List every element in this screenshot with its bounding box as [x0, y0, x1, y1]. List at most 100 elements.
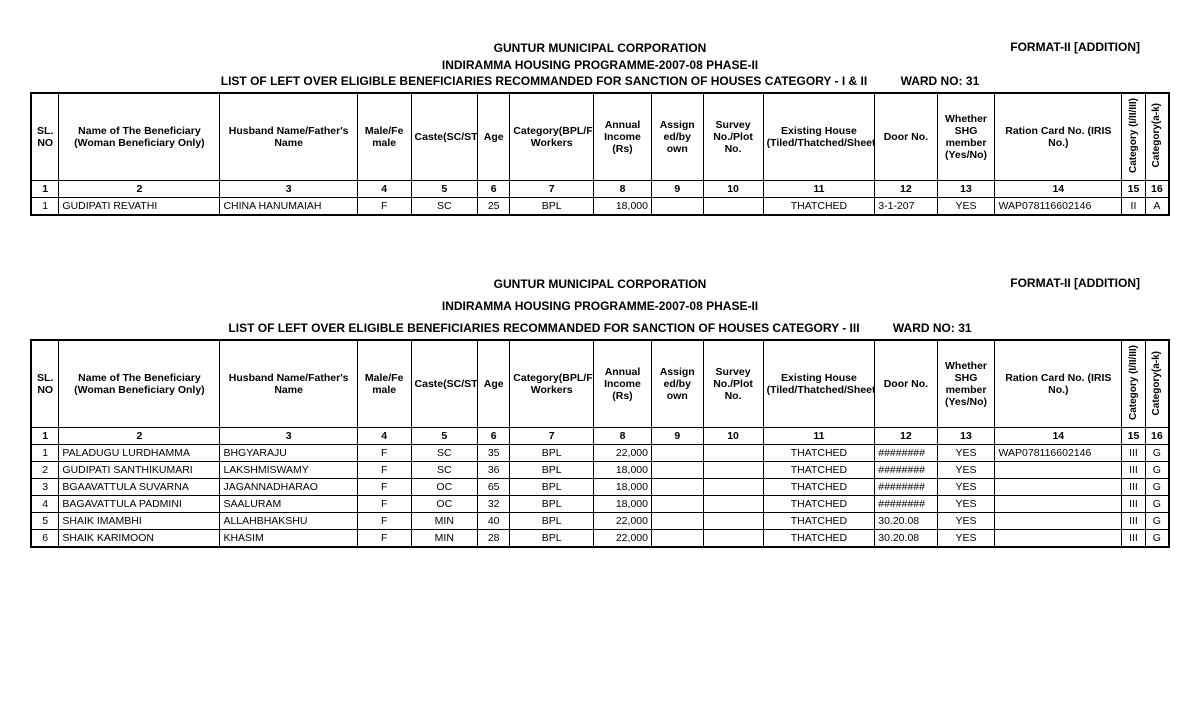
col-category: Category(BPL/Fire/PHC/Fishermen/Weavers/… [510, 340, 594, 428]
cell: BPL [510, 530, 594, 548]
cell [995, 462, 1122, 479]
cell: F [357, 462, 411, 479]
cell [651, 445, 703, 462]
format-label: FORMAT-II [ADDITION] [1010, 276, 1140, 290]
cell: GUDIPATI REVATHI [59, 197, 220, 215]
table-row: 3BGAAVATTULA SUVARNAJAGANNADHARAOFOC65BP… [31, 479, 1169, 496]
cell: JAGANNADHARAO [220, 479, 357, 496]
cell [703, 197, 763, 215]
cell: YES [937, 496, 995, 513]
cell [703, 513, 763, 530]
cell: G [1145, 496, 1169, 513]
cell: 4 [31, 496, 59, 513]
table-row: 4BAGAVATTULA PADMINISAALURAMFOC32BPL18,0… [31, 496, 1169, 513]
colnum-row: 1 2 3 4 5 6 7 8 9 10 11 12 13 14 15 16 [31, 180, 1169, 197]
cell: 1 [31, 197, 59, 215]
col-category: Category(BPL/Fire/PHC/Fishermen/Weavers/… [510, 93, 594, 181]
cell: BPL [510, 479, 594, 496]
cell: YES [937, 445, 995, 462]
cell [651, 479, 703, 496]
org-title: GUNTUR MUNICIPAL CORPORATION [30, 276, 1170, 293]
cell: SAALURAM [220, 496, 357, 513]
cell: THATCHED [763, 496, 875, 513]
cell: YES [937, 530, 995, 548]
cell [995, 530, 1122, 548]
cell: 6 [31, 530, 59, 548]
cell: 2 [31, 462, 59, 479]
cell: MIN [411, 530, 478, 548]
cell [995, 513, 1122, 530]
col-shg: Whether SHG member (Yes/No) [937, 340, 995, 428]
col-cat16: Category(a-k) [1145, 93, 1169, 181]
cell: SC [411, 197, 478, 215]
cell: SC [411, 445, 478, 462]
section-cat-3: GUNTUR MUNICIPAL CORPORATION FORMAT-II [… [30, 276, 1170, 549]
cell: 1 [31, 445, 59, 462]
cell: THATCHED [763, 462, 875, 479]
cell: F [357, 513, 411, 530]
beneficiary-table-2: SL. NO Name of The Beneficiary (Woman Be… [30, 339, 1170, 548]
cell: ALLAHBHAKSHU [220, 513, 357, 530]
cell: G [1145, 479, 1169, 496]
cell [703, 445, 763, 462]
table-row: 5SHAIK IMAMBHIALLAHBHAKSHUFMIN40BPL22,00… [31, 513, 1169, 530]
cell: 18,000 [594, 197, 652, 215]
cell: III [1122, 496, 1146, 513]
cell: BPL [510, 445, 594, 462]
col-cat15: Category (I/II/III) [1122, 93, 1146, 181]
section-cat-1-2: GUNTUR MUNICIPAL CORPORATION FORMAT-II [… [30, 40, 1170, 216]
programme-title: INDIRAMMA HOUSING PROGRAMME-2007-08 PHAS… [30, 298, 1170, 315]
cell: YES [937, 513, 995, 530]
col-ration: Ration Card No. (IRIS No.) [995, 340, 1122, 428]
cell: III [1122, 530, 1146, 548]
cell: ######## [875, 496, 937, 513]
table-head: SL. NO Name of The Beneficiary (Woman Be… [31, 340, 1169, 445]
ward-label: WARD NO: 31 [901, 74, 980, 88]
cell: PALADUGU LURDHAMMA [59, 445, 220, 462]
table-body-1: 1GUDIPATI REVATHICHINA HANUMAIAHFSC25BPL… [31, 197, 1169, 215]
cell: III [1122, 513, 1146, 530]
cell: BPL [510, 462, 594, 479]
cell [703, 479, 763, 496]
col-income: Annual Income (Rs) [594, 93, 652, 181]
cell [995, 479, 1122, 496]
ward-label: WARD NO: 31 [893, 321, 972, 335]
list-title-row: LIST OF LEFT OVER ELIGIBLE BENEFICIARIES… [30, 321, 1170, 335]
cell: THATCHED [763, 445, 875, 462]
cell: YES [937, 462, 995, 479]
col-ration: Ration Card No. (IRIS No.) [995, 93, 1122, 181]
cell: 65 [478, 479, 510, 496]
cell: SHAIK KARIMOON [59, 530, 220, 548]
cell: F [357, 496, 411, 513]
cell: BGAAVATTULA SUVARNA [59, 479, 220, 496]
cell: WAP078116602146 [995, 197, 1122, 215]
format-label: FORMAT-II [ADDITION] [1010, 40, 1140, 54]
table-head: SL. NO Name of The Beneficiary (Woman Be… [31, 93, 1169, 198]
cell: G [1145, 462, 1169, 479]
cell: 36 [478, 462, 510, 479]
col-sex: Male/Fe male [357, 340, 411, 428]
cell [651, 530, 703, 548]
cell: BHGYARAJU [220, 445, 357, 462]
col-shg: Whether SHG member (Yes/No) [937, 93, 995, 181]
cell [651, 197, 703, 215]
cell [703, 530, 763, 548]
col-caste: Caste(SC/ST/BC/MIN/EBC) [411, 93, 478, 181]
header-block-2: GUNTUR MUNICIPAL CORPORATION FORMAT-II [… [30, 276, 1170, 336]
cell: ######## [875, 445, 937, 462]
col-name: Name of The Beneficiary (Woman Beneficia… [59, 340, 220, 428]
cell: II [1122, 197, 1146, 215]
cell: BAGAVATTULA PADMINI [59, 496, 220, 513]
cell: BPL [510, 197, 594, 215]
table-body-2: 1PALADUGU LURDHAMMABHGYARAJUFSC35BPL22,0… [31, 445, 1169, 548]
cell: OC [411, 479, 478, 496]
col-husband: Husband Name/Father's Name [220, 93, 357, 181]
col-survey: Survey No./Plot No. [703, 93, 763, 181]
cell: G [1145, 513, 1169, 530]
cell: GUDIPATI SANTHIKUMARI [59, 462, 220, 479]
cell: 22,000 [594, 445, 652, 462]
list-title: LIST OF LEFT OVER ELIGIBLE BENEFICIARIES… [221, 74, 867, 88]
col-cat15: Category (I/II/III) [1122, 340, 1146, 428]
cell: F [357, 445, 411, 462]
col-house: Existing House (Tiled/Thatched/Sheet/Ter… [763, 340, 875, 428]
